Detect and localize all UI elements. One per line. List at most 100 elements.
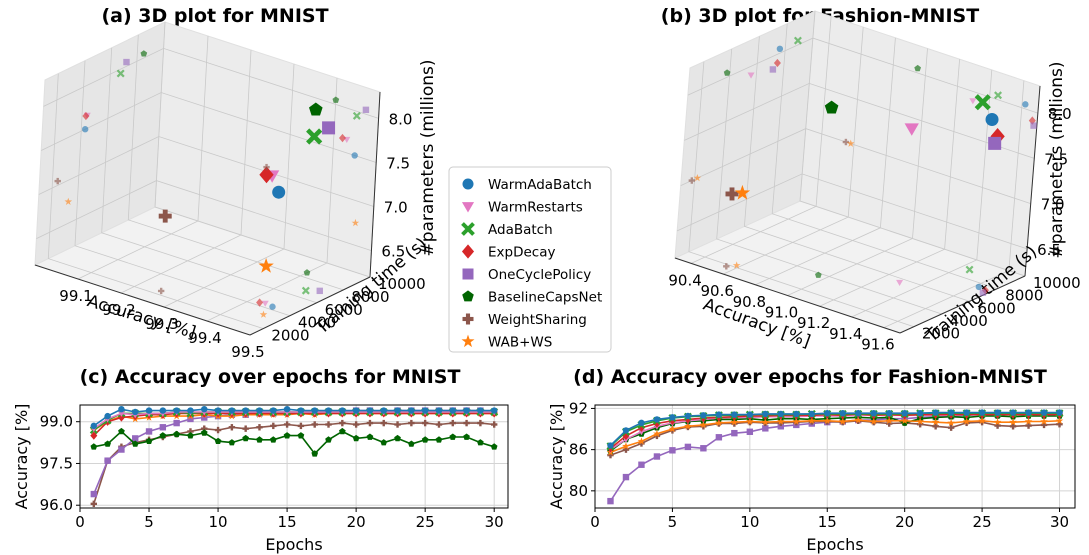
projection-wab-ws: [64, 197, 73, 205]
x-tick-label: 30: [485, 513, 504, 531]
point-baselinecapsnet: [214, 437, 222, 444]
grid-line: [716, 48, 942, 315]
legend-label: WarmAdaBatch: [488, 177, 592, 193]
point-weightsharing: [270, 422, 277, 430]
point-baselinecapsnet: [421, 436, 429, 443]
point-onecyclepolicy: [777, 423, 785, 430]
line-onecyclepolicy: [609, 412, 1060, 502]
point-onecyclepolicy: [746, 428, 754, 435]
point-warmadabatch: [118, 405, 125, 413]
point-weightsharing: [421, 419, 429, 427]
z-tick-label: 6.5: [381, 243, 405, 261]
point-onecyclepolicy: [159, 424, 167, 431]
point-onecyclepolicy: [145, 428, 153, 435]
grid-line: [38, 136, 374, 207]
point-weightsharing: [1009, 423, 1017, 430]
y-tick-label: 86: [569, 441, 588, 459]
grid-line: [101, 47, 317, 304]
projection-onecyclepolicy: [316, 287, 323, 295]
point-baselinecapsnet: [435, 436, 443, 443]
projection-adabatch: [793, 36, 802, 45]
projection-expdecay: [338, 133, 347, 143]
point-warmadabatch: [435, 407, 443, 414]
point-baselinecapsnet: [311, 450, 319, 457]
z-tick-label: 7.5: [1044, 150, 1068, 168]
projection-weightsharing: [688, 177, 696, 184]
z-tick-label: 8.0: [389, 110, 413, 128]
projection-weightsharing: [263, 163, 270, 171]
point-weightsharing: [435, 421, 443, 428]
point-warmadabatch: [394, 407, 401, 414]
point-baselinecapsnet: [449, 433, 457, 440]
z-tick-label: 7.0: [384, 199, 408, 217]
x-tick-label: 91.2: [797, 314, 830, 332]
y-tick-label: 97.5: [40, 454, 73, 472]
grid-line: [41, 92, 377, 163]
point-warmadabatch: [325, 407, 332, 414]
series-warmadabatch: [607, 409, 1063, 449]
legend-item-wab-ws: WAB+WS: [461, 335, 552, 351]
point-warmadabatch: [985, 113, 999, 127]
x-axis-line: [674, 257, 901, 334]
point-baselinecapsnet: [490, 443, 498, 450]
grid-line: [676, 173, 1028, 250]
legend-label: BaselineCapsNet: [488, 290, 602, 306]
series-baselinecapsnet: [90, 427, 498, 457]
point-onecyclepolicy: [622, 473, 630, 481]
point-wab-ws: [854, 416, 862, 424]
point-warmadabatch: [885, 410, 893, 417]
z-tick-label: 7.0: [1041, 196, 1065, 214]
point-wab-ws: [885, 416, 893, 424]
x-tick-label: 25: [416, 513, 435, 531]
point-warmadabatch: [978, 409, 986, 416]
point-warmadabatch: [490, 407, 498, 414]
point-warmadabatch: [366, 407, 374, 414]
point-baselinecapsnet: [325, 436, 332, 443]
point-weightsharing: [90, 500, 98, 508]
grid-line: [154, 21, 371, 278]
point-warmadabatch: [793, 410, 800, 418]
point-warmadabatch: [201, 405, 208, 413]
point-weightsharing: [463, 419, 470, 427]
y-axis-line: [899, 275, 1026, 334]
projection-warmadabatch: [776, 45, 784, 53]
point-weightsharing: [366, 419, 374, 427]
point-warmadabatch: [731, 411, 738, 418]
y-tick-label: 6000: [325, 301, 363, 319]
point-onecyclepolicy: [715, 434, 723, 441]
y-tick-label: 8000: [351, 288, 389, 306]
legend-item-onecyclepolicy: OneCyclePolicy: [462, 267, 591, 283]
point-warmadabatch: [173, 407, 180, 414]
point-weightsharing: [339, 419, 346, 427]
series-onecyclepolicy: [90, 407, 498, 498]
point-baselinecapsnet: [269, 436, 277, 443]
projection-warmadabatch: [975, 283, 983, 291]
point-wab-ws: [900, 416, 909, 424]
x-tick-label: 5: [144, 513, 154, 531]
grid-line: [771, 23, 998, 290]
point-warmadabatch: [1056, 409, 1063, 416]
point-warmadabatch: [297, 407, 305, 414]
point-warmadabatch: [824, 410, 831, 417]
projection-warmrestarts: [747, 72, 755, 79]
z-axis-label: #parameters (millions): [1047, 61, 1067, 258]
point-weightsharing: [242, 425, 249, 432]
point-onecyclepolicy: [638, 461, 645, 468]
x-tick-label: 90.6: [701, 282, 734, 300]
legend-box: [448, 166, 612, 353]
x-tick-label: 15: [818, 513, 837, 531]
point-baselinecapsnet: [228, 439, 236, 446]
projection-adabatch: [301, 286, 310, 295]
point-onecyclepolicy: [118, 446, 125, 453]
projection-onecyclepolicy: [123, 58, 130, 66]
point-wab-ws: [684, 422, 692, 430]
z-tick-label: 6.5: [1037, 241, 1061, 259]
point-warmadabatch: [463, 407, 470, 414]
x-tick-label: 99.1: [59, 287, 92, 305]
point-warmadabatch: [90, 422, 98, 430]
point-weightsharing: [408, 419, 415, 427]
title-a: (a) 3D plot for MNIST: [101, 5, 328, 27]
projection-warmadabatch: [351, 152, 358, 159]
point-wab-ws: [869, 417, 878, 425]
